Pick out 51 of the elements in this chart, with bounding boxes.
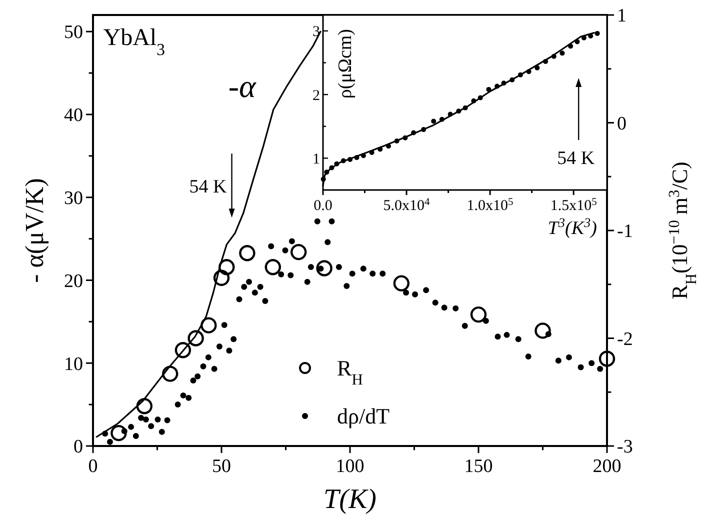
y2-tick-label: -1 — [617, 221, 633, 242]
x-tick-label: 1.5x10$^{5}$ — [550, 196, 597, 214]
y2-tick-label: -2 — [617, 328, 633, 350]
x-tick-label: 0.0 — [314, 198, 332, 214]
y-tick-label: 0 — [74, 436, 83, 458]
point — [110, 424, 127, 442]
x-tick-label: 150 — [464, 456, 493, 477]
y-axis-title: - α(μV/K) — [20, 178, 49, 283]
annotation: YbAl$_{3}$ — [103, 25, 166, 59]
point — [316, 260, 332, 276]
annotation: -α — [228, 68, 257, 104]
point — [239, 245, 256, 262]
point — [290, 244, 307, 260]
point — [136, 398, 152, 414]
point — [431, 118, 436, 124]
y-tick-label: 10 — [64, 354, 83, 375]
point — [393, 275, 410, 292]
point — [470, 306, 487, 323]
x-axis-title: T$^{3}$(K$^{3}$) — [548, 214, 597, 239]
x-tick-label: 100 — [336, 456, 364, 477]
legend-label: R$_{H}$ — [337, 356, 363, 388]
y-axis-title: ρ(μΩcm) — [335, 29, 356, 99]
y2-tick-label: 1 — [617, 6, 626, 27]
point — [162, 366, 178, 382]
point — [560, 50, 565, 56]
legend-label: dρ/dT — [337, 404, 390, 429]
point — [218, 259, 235, 276]
y-tick-label: 30 — [64, 188, 83, 209]
point — [188, 330, 204, 346]
point — [200, 317, 217, 334]
annotation: 54 K — [189, 176, 228, 198]
y2-tick-label: 0 — [617, 113, 626, 134]
x-tick-label: 1.0x10$^{5}$ — [466, 196, 514, 214]
x-tick-label: 200 — [592, 456, 622, 477]
point — [264, 259, 281, 276]
annotation: 54 K — [557, 148, 595, 169]
y-tick-label: 1 — [312, 151, 320, 168]
point — [534, 322, 551, 339]
point — [594, 30, 600, 36]
x-tick-label: 0 — [88, 456, 98, 477]
point — [213, 270, 230, 286]
y-tick-label: 50 — [64, 22, 83, 44]
y-tick-label: 2 — [312, 88, 320, 104]
y2-tick-label: -3 — [617, 436, 633, 458]
point — [174, 342, 192, 358]
point — [598, 350, 616, 367]
x-axis-title: T(K) — [324, 484, 376, 515]
y-tick-label: 40 — [64, 105, 83, 126]
x-tick-label: 50 — [212, 456, 231, 477]
y-tick-label: 20 — [64, 270, 83, 292]
x-tick-label: 5.0x10$^{4}$ — [383, 196, 431, 214]
